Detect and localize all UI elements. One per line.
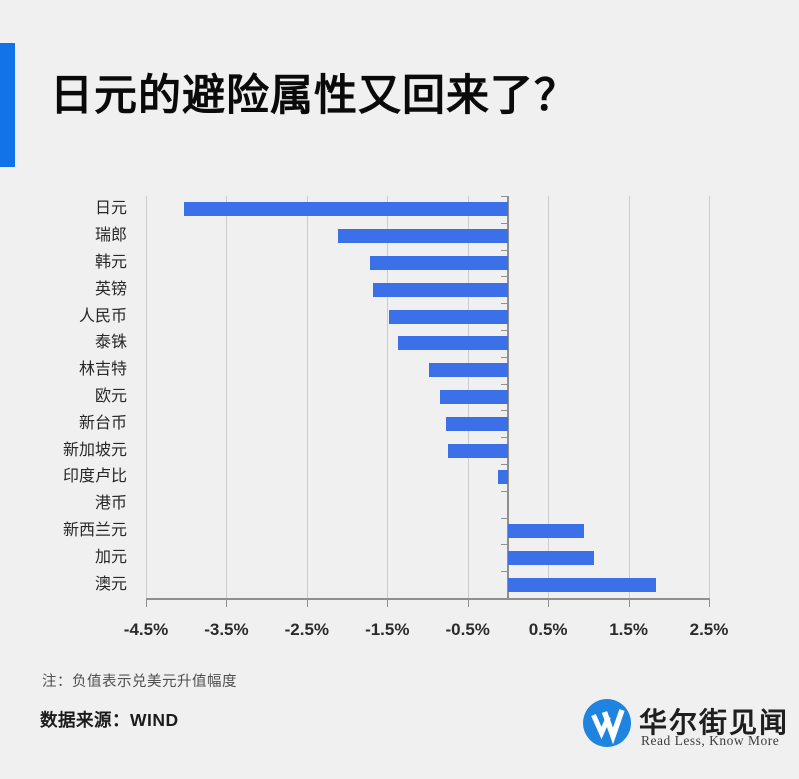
wallstreetcn-logo-icon: [583, 699, 631, 747]
chart-bar: [507, 577, 656, 592]
y-axis-label: 印度卢比: [62, 468, 127, 486]
chart-bar: [440, 390, 508, 404]
zero-axis-tick: [500, 383, 507, 385]
chart-bar: [507, 524, 584, 538]
gridline: [387, 196, 389, 598]
chart-bar: [498, 470, 508, 485]
chart-bar: [369, 256, 508, 270]
x-axis-label: -1.5%: [365, 620, 410, 639]
x-axis-label: 0.5%: [528, 620, 568, 639]
chart-bar: [183, 202, 508, 217]
zero-axis-tick: [500, 249, 507, 251]
zero-axis-tick: [500, 464, 507, 465]
zero-axis-tick: [500, 490, 507, 492]
brand-tagline: Read Less, Know More: [641, 733, 780, 748]
x-axis-label: 2.5%: [689, 620, 729, 639]
chart-footnote: 注：负值表示兑美元升值幅度: [42, 674, 237, 690]
chart-bar: [397, 336, 508, 351]
y-axis-label: 英镑: [94, 280, 127, 298]
gridline: [628, 196, 630, 598]
gridline: [548, 196, 550, 598]
x-axis-label: 1.5%: [609, 620, 648, 639]
x-axis-label: -2.5%: [284, 620, 330, 639]
chart-bar: [338, 229, 508, 244]
y-axis-label: 加元: [94, 548, 127, 566]
y-axis-label: 瑞郎: [94, 227, 127, 245]
title-accent-bar: [0, 43, 15, 167]
y-axis-label: 港币: [94, 495, 127, 513]
chart-bar: [447, 443, 508, 458]
y-axis-label: 新台币: [78, 414, 127, 432]
x-axis-tick: [709, 600, 710, 607]
chart-bar: [372, 282, 508, 297]
x-axis-tick: [146, 600, 147, 607]
zero-axis-tick: [500, 303, 507, 305]
data-source: 数据来源：WIND: [40, 710, 179, 730]
zero-axis-tick: [500, 196, 507, 197]
chart-bar: [429, 363, 508, 378]
zero-axis-tick: [500, 517, 507, 519]
x-axis-tick: [306, 600, 308, 607]
chart-bar: [445, 416, 508, 431]
x-axis-tick: [387, 600, 389, 607]
gridline: [226, 196, 228, 598]
zero-axis-tick: [500, 544, 507, 546]
y-axis-label: 日元: [94, 200, 127, 218]
y-axis-label: 韩元: [94, 254, 127, 271]
chart-bar: [388, 309, 508, 324]
zero-axis-tick: [500, 222, 507, 224]
x-axis-line: [146, 598, 710, 600]
zero-axis-tick: [500, 330, 507, 331]
x-axis-tick: [467, 600, 469, 607]
zero-axis-tick: [500, 571, 507, 573]
x-axis-label: -4.5%: [123, 620, 169, 639]
gridline: [306, 196, 308, 598]
y-axis-label: 新加坡元: [62, 441, 127, 459]
gridline: [709, 196, 710, 598]
y-axis-label: 林吉特: [78, 361, 127, 379]
zero-axis-tick: [500, 437, 507, 439]
zero-axis-tick: [500, 410, 507, 412]
zero-axis-tick: [500, 276, 507, 278]
zero-axis-tick: [500, 356, 507, 358]
y-axis-label: 泰铢: [94, 334, 127, 352]
y-axis-label: 欧元: [94, 388, 127, 405]
x-axis-tick: [226, 600, 228, 607]
x-axis-tick: [548, 600, 550, 607]
y-axis-label: 澳元: [94, 575, 127, 593]
chart-bar: [507, 550, 594, 565]
brand-name: 华尔街见闻: [639, 708, 790, 739]
x-axis-label: -3.5%: [204, 620, 249, 639]
x-axis-label: -0.5%: [445, 620, 490, 639]
page-title: 日元的避险属性又回来了？: [50, 72, 578, 120]
y-axis-label: 人民币: [78, 307, 127, 325]
y-axis-label: 新西兰元: [62, 522, 127, 539]
zero-baseline: [506, 196, 509, 598]
gridline: [146, 196, 147, 598]
x-axis-tick: [628, 600, 630, 607]
